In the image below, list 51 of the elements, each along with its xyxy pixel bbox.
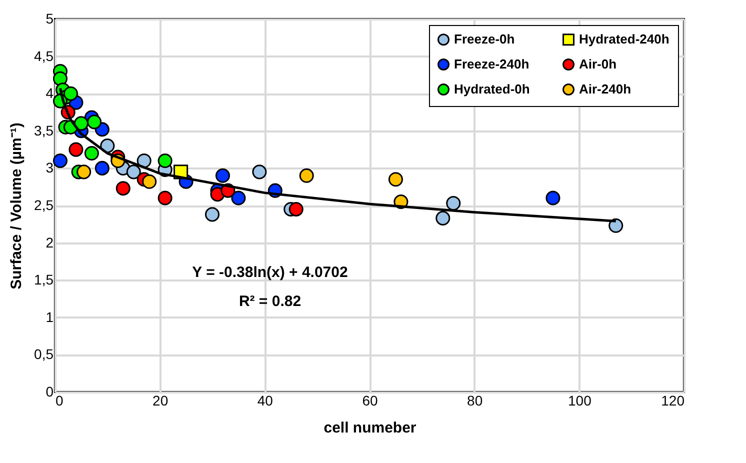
point (231, 190, 246, 206)
point (52, 153, 68, 168)
legend-label: Air-0h (579, 56, 617, 72)
point (63, 86, 78, 101)
point (158, 153, 172, 168)
legend-label: Hydrated-0h (454, 82, 530, 96)
y-tick-label: 1,5 (34, 272, 54, 288)
point (215, 168, 230, 183)
x-axis-title: cell numeber (324, 420, 416, 436)
point (252, 164, 267, 180)
point (94, 160, 110, 176)
point (142, 174, 157, 189)
y-tick-label: 1 (46, 308, 54, 325)
point (388, 172, 403, 187)
y-tick-label: 5 (46, 10, 54, 26)
annotation: Y = -0.38ln(x) + 4.0702 (192, 264, 348, 281)
y-tick-label: 2,5 (34, 197, 54, 213)
y-tick-label: 0,5 (34, 346, 54, 362)
point (446, 196, 461, 211)
x-tick-label: 80 (467, 392, 483, 408)
y-tick-label: 3 (46, 160, 54, 176)
point (608, 218, 624, 233)
point (546, 190, 560, 206)
y-axis-title: Surface / Volume (µm⁻¹) (8, 122, 26, 290)
x-tick-label: 20 (152, 392, 168, 408)
point (136, 153, 152, 168)
y-tick-label: 4,5 (34, 48, 54, 64)
point (288, 202, 304, 216)
point (68, 142, 84, 157)
point (436, 210, 450, 226)
x-tick-label: 100 (568, 392, 592, 408)
x-tick-label: 120 (661, 392, 685, 408)
legend-label: Freeze-0h (454, 32, 515, 47)
y-tick-label: 2 (46, 234, 54, 250)
legend-label: Freeze-240h (454, 56, 530, 72)
point (158, 190, 172, 206)
point (126, 164, 141, 180)
point (299, 168, 314, 183)
point (87, 114, 102, 130)
point (76, 164, 92, 180)
x-tick-label: 60 (362, 392, 378, 408)
annotation: R² = 0.82 (238, 293, 302, 310)
x-tick-label: 40 (257, 392, 274, 408)
point (116, 181, 130, 196)
legend-label: Hydrated-240h (579, 32, 670, 47)
legend-label: Air-240h (579, 82, 632, 96)
y-tick-label: 4 (46, 85, 54, 102)
y-tick-label: 3,5 (34, 122, 54, 138)
point (84, 146, 99, 161)
point (52, 71, 68, 86)
point (204, 207, 220, 222)
